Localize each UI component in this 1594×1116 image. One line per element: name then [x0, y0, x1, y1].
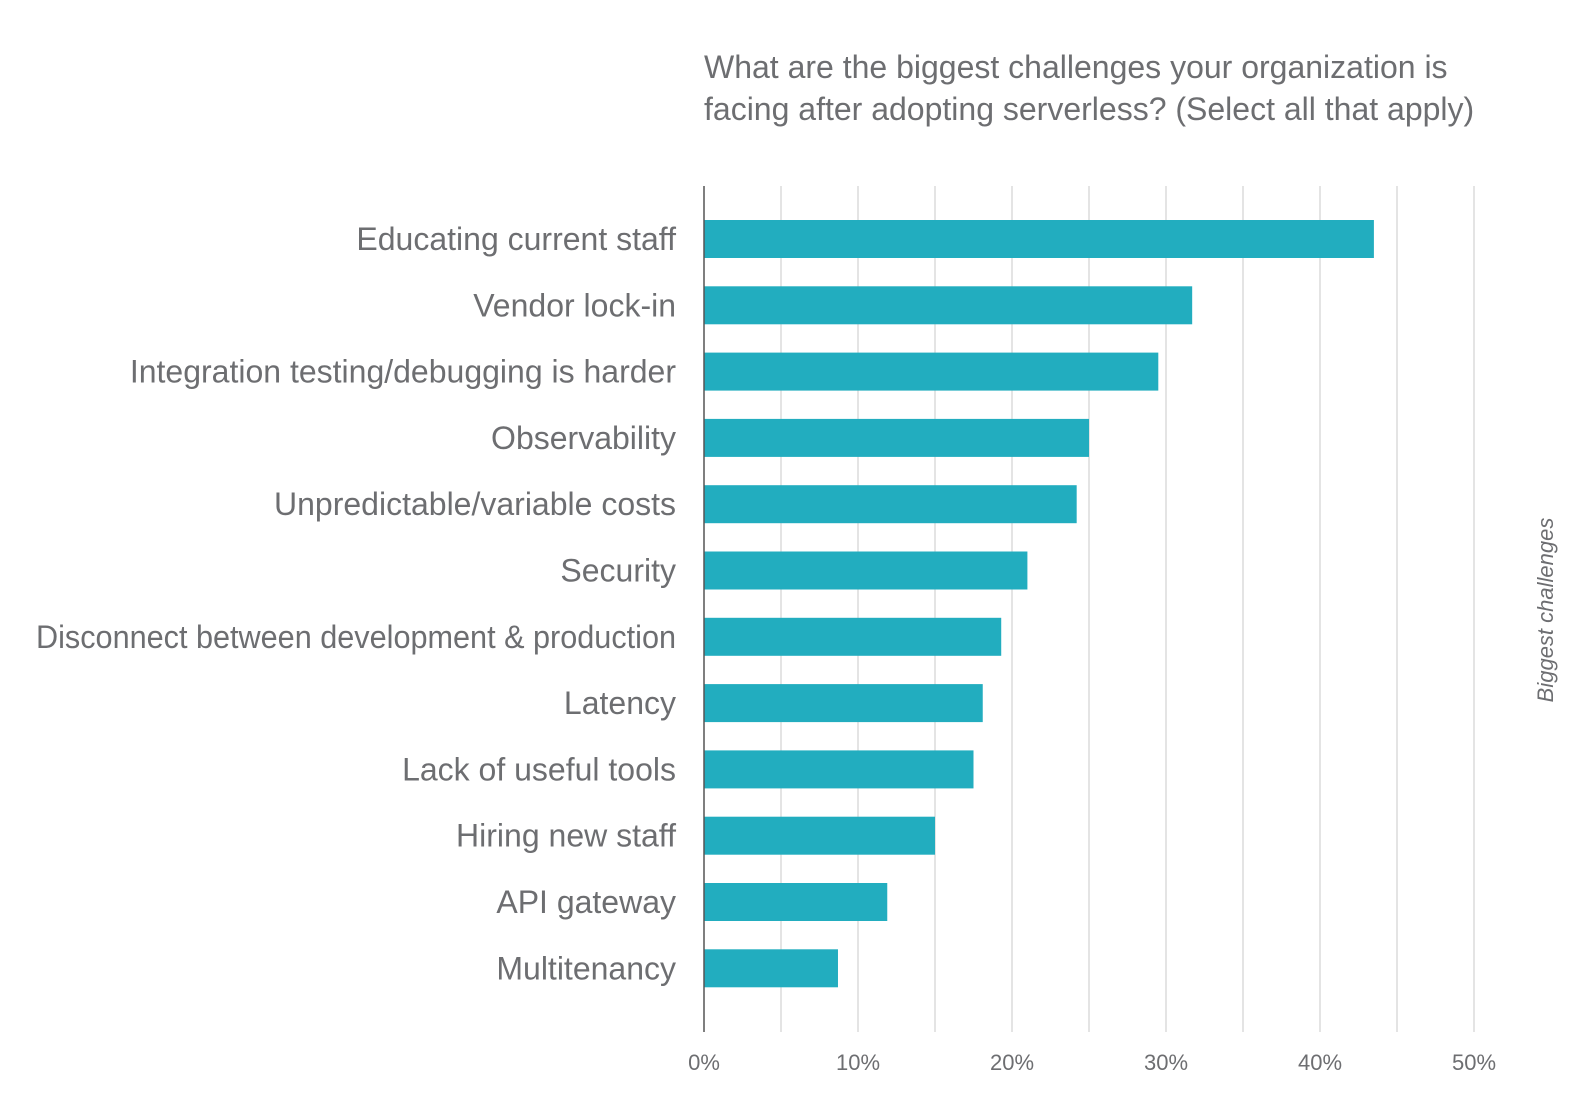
category-label: Multitenancy	[496, 950, 676, 986]
x-axis-ticks: 0% 10% 20% 30% 40% 50%	[688, 1050, 1496, 1075]
bar	[704, 684, 983, 723]
bar	[704, 816, 935, 855]
category-label: Hiring new staff	[456, 818, 676, 854]
category-label: Unpredictable/variable costs	[274, 486, 676, 522]
y-axis-label: Biggest challenges	[1533, 518, 1558, 703]
x-tick-label: 30%	[1144, 1050, 1188, 1075]
category-label: Integration testing/debugging is harder	[130, 354, 677, 390]
x-tick-label: 40%	[1298, 1050, 1342, 1075]
category-label: Lack of useful tools	[402, 751, 676, 787]
bar	[704, 551, 1028, 590]
grid	[780, 186, 1475, 1032]
category-label: Latency	[564, 685, 676, 721]
bars	[704, 220, 1374, 988]
bar	[704, 352, 1159, 391]
category-label: API gateway	[496, 884, 676, 920]
chart-title-line-2: facing after adopting serverless? (Selec…	[704, 91, 1474, 127]
category-label: Security	[560, 553, 676, 589]
category-label: Educating current staff	[356, 221, 676, 257]
x-tick-label: 0%	[688, 1050, 720, 1075]
category-label: Disconnect between development & product…	[36, 619, 676, 655]
category-label: Vendor lock-in	[473, 287, 676, 323]
category-labels: Educating current staff Vendor lock-in Int…	[36, 221, 676, 986]
bar	[704, 949, 838, 988]
chart-title-line-1: What are the biggest challenges your org…	[704, 49, 1448, 85]
x-tick-label: 50%	[1452, 1050, 1496, 1075]
bar	[704, 220, 1374, 258]
bar	[704, 485, 1077, 524]
bar	[704, 883, 888, 921]
bar	[704, 750, 974, 789]
bar	[704, 418, 1089, 457]
category-label: Observability	[491, 420, 676, 456]
x-tick-label: 10%	[836, 1050, 880, 1075]
bar	[704, 617, 1002, 656]
bar	[704, 286, 1193, 325]
x-tick-label: 20%	[990, 1050, 1034, 1075]
